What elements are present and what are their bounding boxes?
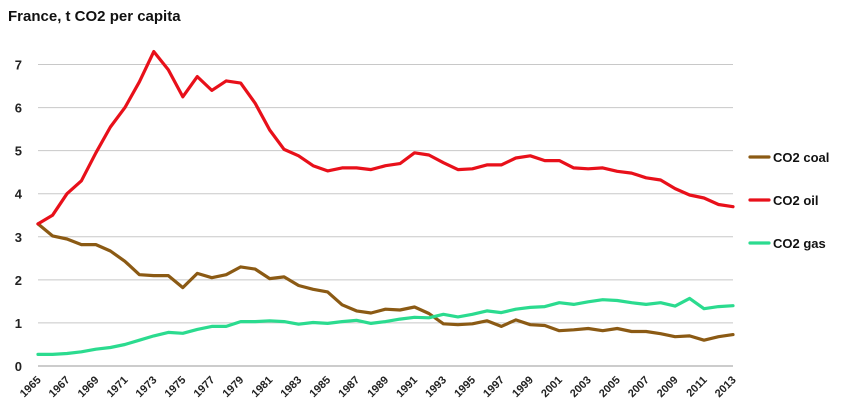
y-tick-label: 1: [15, 316, 22, 331]
x-tick-label: 1997: [481, 374, 507, 400]
legend-label: CO2 gas: [773, 236, 826, 251]
x-tick-label: 2005: [597, 374, 623, 400]
x-tick-label: 1983: [278, 374, 304, 400]
x-tick-label: 1977: [192, 374, 218, 400]
gridlines: [38, 64, 733, 324]
x-tick-label: 1993: [423, 374, 449, 400]
legend-label: CO2 coal: [773, 150, 829, 165]
chart-title: France, t CO2 per capita: [8, 8, 181, 25]
series-line-co2-oil: [36, 49, 735, 226]
x-tick-label: 1975: [163, 374, 189, 400]
series-lines: [36, 49, 735, 356]
x-tick-label: 1971: [105, 374, 131, 400]
y-tick-label: 2: [15, 273, 22, 288]
legend-label: CO2 oil: [773, 193, 819, 208]
x-tick-label: 2011: [684, 374, 709, 399]
x-tick-label: 1967: [47, 374, 73, 400]
y-tick-label: 3: [15, 230, 22, 245]
series-line-co2-coal: [36, 222, 735, 342]
x-tick-label: 1999: [510, 374, 536, 400]
x-tick-label: 1987: [336, 374, 362, 400]
x-tick-label: 1979: [221, 374, 247, 400]
x-tick-label: 2001: [539, 374, 565, 400]
x-tick-label: 2003: [568, 374, 594, 400]
x-tick-label: 2007: [626, 374, 652, 400]
series-line-co2-gas: [36, 296, 735, 356]
x-tick-label: 1973: [134, 374, 160, 400]
x-tick-label: 2013: [713, 374, 739, 400]
x-tick-label: 1981: [250, 374, 276, 400]
y-axis-ticks: 0 1 2 3 4 5 6 7: [15, 58, 23, 374]
y-tick-label: 6: [15, 101, 22, 116]
legend: CO2 coal CO2 oil CO2 gas: [748, 150, 829, 251]
x-tick-label: 1991: [394, 374, 420, 400]
x-tick-label: 1965: [18, 374, 44, 400]
x-tick-label: 1989: [365, 374, 391, 400]
y-tick-label: 5: [15, 144, 22, 159]
y-tick-label: 0: [15, 359, 22, 374]
x-tick-label: 1985: [307, 374, 333, 400]
x-axis-ticks: 1965 1967 1969 1971 1973 1975 1977 1979 1981 1983…: [18, 374, 739, 400]
x-tick-label: 1969: [76, 374, 102, 400]
x-tick-label: 2009: [655, 374, 681, 400]
y-tick-label: 7: [15, 58, 22, 73]
y-tick-label: 4: [15, 187, 23, 202]
x-tick-label: 1995: [452, 374, 478, 400]
